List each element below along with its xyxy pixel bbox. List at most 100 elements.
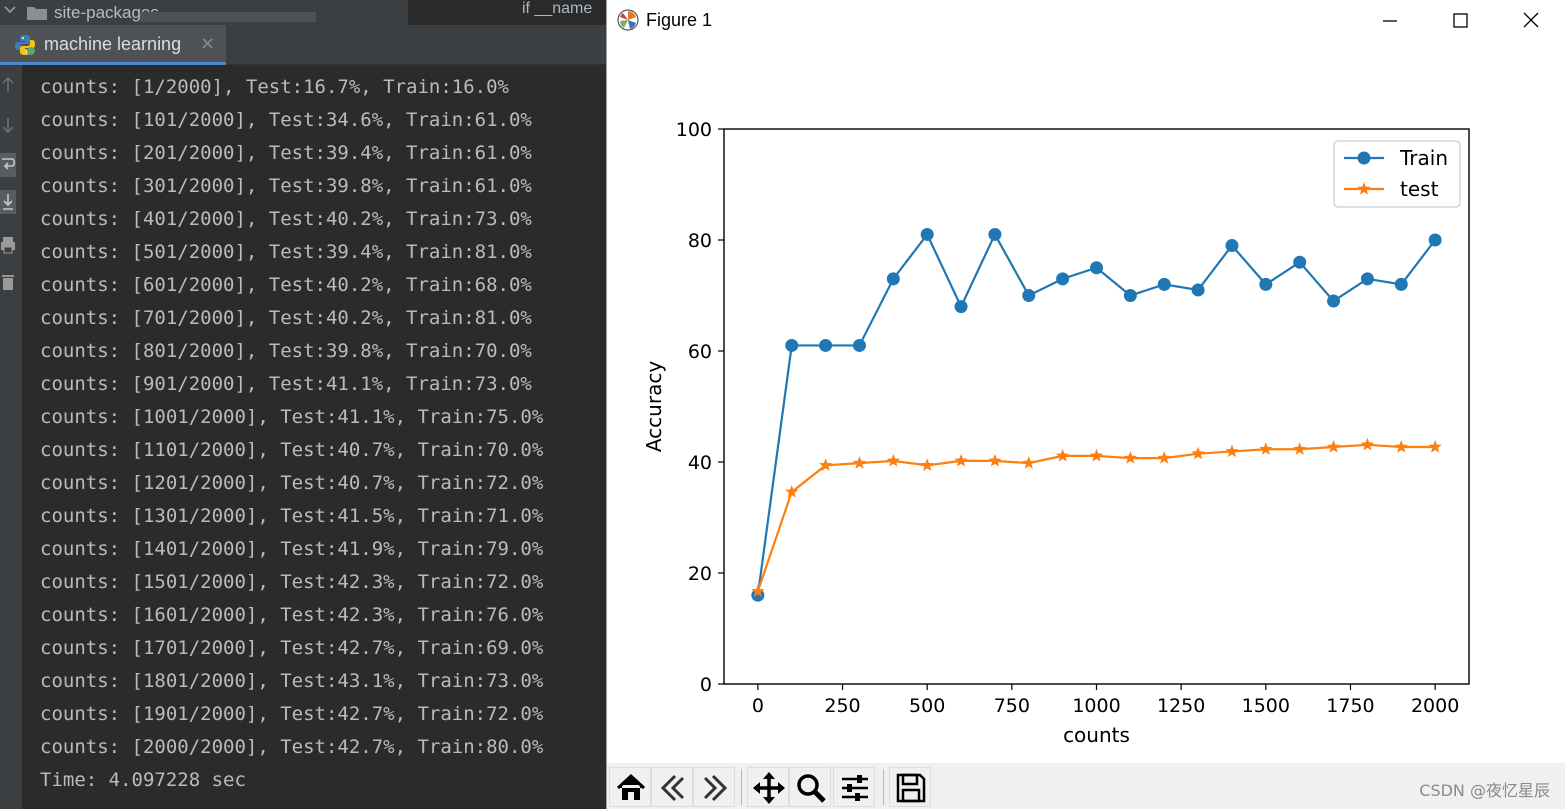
configure-subplots-icon — [842, 775, 868, 801]
figure-titlebar: Figure 1 — [607, 0, 1565, 42]
console-line: counts: [101/2000], Test:34.6%, Train:61… — [40, 109, 532, 131]
close-icon[interactable]: × — [200, 33, 216, 54]
tab-machine-learning[interactable]: machine learning × — [0, 25, 226, 65]
legend-marker — [1357, 182, 1371, 195]
soft-wrap-icon[interactable] — [0, 153, 16, 177]
x-tick-label: 1250 — [1157, 695, 1205, 717]
console-line: counts: [901/2000], Test:41.1%, Train:73… — [40, 373, 532, 395]
print-icon[interactable] — [0, 233, 16, 257]
save-figure-icon — [896, 773, 926, 803]
figure-window: Figure 1 0 250 500 750 1000 1250 1500 1750 2000 0… — [606, 0, 1565, 809]
x-tick-label: 2000 — [1411, 695, 1459, 717]
data-point-train — [886, 272, 900, 286]
toolbar-divider — [741, 769, 742, 805]
watermark: CSDN @夜忆星辰 — [1419, 781, 1550, 800]
up-arrow-icon[interactable] — [0, 73, 16, 97]
console-line: counts: [1901/2000], Test:42.7%, Train:7… — [40, 703, 544, 725]
console-line: counts: [501/2000], Test:39.4%, Train:81… — [40, 241, 532, 263]
data-point-test — [920, 458, 934, 471]
python-icon — [15, 35, 35, 55]
close-icon[interactable] — [1516, 8, 1546, 34]
data-point-test — [988, 453, 1002, 467]
data-point-train — [920, 227, 934, 241]
axes-frame — [723, 128, 1470, 685]
data-point-train — [1022, 289, 1036, 302]
y-axis-label: Accuracy — [642, 361, 666, 452]
tab-label: machine learning — [44, 34, 182, 54]
data-point-test — [1428, 440, 1442, 453]
data-point-test — [1055, 448, 1070, 462]
console-line: counts: [601/2000], Test:40.2%, Train:68… — [40, 274, 532, 296]
legend-marker — [1357, 151, 1371, 165]
data-point-test — [818, 458, 833, 471]
data-point-test — [751, 584, 765, 597]
home-button[interactable] — [609, 767, 651, 807]
tree-item-site-packages[interactable]: site-packages — [0, 0, 316, 25]
console-line: counts: [1501/2000], Test:42.3%, Train:7… — [40, 571, 544, 593]
console-line: counts: [1001/2000], Test:41.1%, Train:7… — [40, 406, 544, 428]
y-tick-label: 0 — [700, 674, 712, 696]
save-button[interactable] — [889, 767, 931, 807]
pan-button[interactable] — [747, 767, 789, 807]
project-tree-strip: site-packages if __name — [0, 0, 606, 25]
minimize-icon[interactable] — [1375, 8, 1405, 34]
home-icon — [616, 773, 646, 800]
y-tick-label: 80 — [688, 230, 712, 252]
data-point-test — [954, 453, 968, 467]
forward-arrow-icon — [703, 774, 728, 802]
legend-label: Train — [1399, 146, 1448, 170]
navigation-toolbar: CSDN @夜忆星辰 — [607, 763, 1565, 809]
console-line: counts: [1/2000], Test:16.7%, Train:16.0… — [40, 76, 509, 98]
data-point-train — [751, 588, 765, 602]
zoom-button[interactable] — [789, 767, 831, 807]
data-point-test — [1225, 444, 1239, 458]
scroll-to-end-icon[interactable] — [0, 190, 16, 214]
console-toolbar — [0, 65, 22, 809]
console-line: Time: 4.097228 sec — [40, 769, 246, 791]
maximize-icon[interactable] — [1445, 8, 1475, 34]
data-point-train — [1056, 272, 1070, 286]
chevron-down-icon[interactable] — [4, 4, 16, 16]
data-point-test — [852, 456, 867, 469]
data-point-train — [1360, 272, 1374, 286]
data-point-train — [1157, 277, 1171, 291]
data-point-test — [785, 484, 799, 498]
data-point-test — [1191, 446, 1205, 460]
data-point-train — [785, 338, 799, 352]
y-tick-label: 60 — [688, 341, 712, 363]
zoom-magnifier-icon — [797, 774, 826, 803]
data-point-test — [1123, 451, 1138, 464]
trash-icon[interactable] — [0, 270, 16, 294]
tree-item-label: site-packages — [54, 3, 159, 22]
folder-icon — [27, 7, 47, 20]
editor-code-text: if __name — [522, 0, 593, 17]
y-tick-label: 20 — [688, 563, 712, 585]
data-point-test — [1259, 442, 1273, 455]
series-line-test — [756, 443, 1436, 592]
x-tick-label: 1500 — [1242, 695, 1290, 717]
console-line: counts: [801/2000], Test:39.8%, Train:70… — [40, 340, 532, 362]
pan-move-icon — [753, 772, 785, 804]
console-line: counts: [201/2000], Test:39.4%, Train:61… — [40, 142, 532, 164]
series-line-train — [756, 232, 1437, 596]
x-tick-label: 250 — [824, 695, 860, 717]
data-point-train — [1259, 277, 1273, 291]
x-axis-label: counts — [1063, 723, 1130, 747]
data-point-train — [1327, 294, 1341, 308]
data-point-train — [1225, 239, 1239, 253]
data-point-test — [1022, 456, 1036, 469]
back-arrow-icon — [660, 774, 685, 802]
horizontal-scrollbar[interactable] — [140, 12, 316, 22]
back-button[interactable] — [651, 767, 693, 807]
configure-subplots-button[interactable] — [833, 767, 875, 807]
console-line: counts: [1401/2000], Test:41.9%, Train:7… — [40, 538, 544, 560]
down-arrow-icon[interactable] — [0, 113, 16, 137]
data-point-train — [1293, 255, 1307, 269]
console-line: counts: [301/2000], Test:39.8%, Train:61… — [40, 175, 532, 197]
console-output: counts: [1/2000], Test:16.7%, Train:16.0… — [40, 71, 600, 797]
forward-button[interactable] — [693, 767, 735, 807]
console-line: counts: [1801/2000], Test:43.1%, Train:7… — [40, 670, 544, 692]
plot-canvas[interactable]: 0 250 500 750 1000 1250 1500 1750 2000 0 20 40 60 80 1… — [607, 42, 1565, 763]
window-title: Figure 1 — [646, 10, 713, 30]
y-tick-label: 40 — [688, 452, 712, 474]
